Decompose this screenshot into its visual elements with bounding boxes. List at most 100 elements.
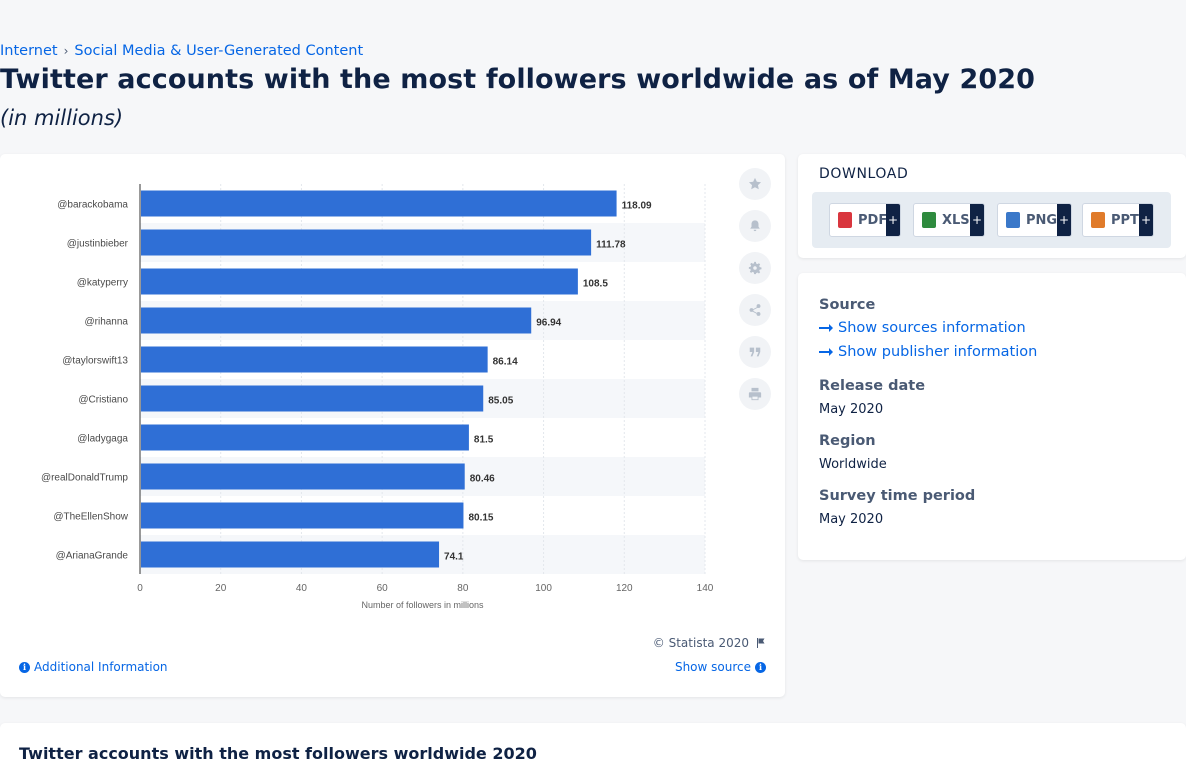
breadcrumb: Internet › Social Media & User-Generated… <box>0 43 363 59</box>
share-button[interactable] <box>739 294 771 326</box>
data-label: 81.5 <box>474 435 494 446</box>
plus-icon: + <box>886 204 900 236</box>
bar <box>141 541 440 568</box>
x-tick-label: 20 <box>215 583 227 594</box>
star-icon <box>748 177 762 190</box>
region-heading: Region <box>819 433 876 449</box>
download-panel: PDF + XLS + PNG + PPT + <box>812 192 1171 248</box>
additional-information-link[interactable]: i Additional Information <box>19 660 168 674</box>
plus-icon: + <box>1057 204 1071 236</box>
bar <box>141 229 592 256</box>
show-source-link[interactable]: Show source i <box>675 660 766 674</box>
xls-file-icon <box>922 212 936 228</box>
category-label: @ArianaGrande <box>56 551 129 562</box>
data-label: 118.09 <box>622 201 652 212</box>
cite-button[interactable] <box>739 336 771 368</box>
download-xls-label: XLS <box>942 212 970 228</box>
x-tick-label: 140 <box>697 583 714 594</box>
download-ppt-button[interactable]: PPT + <box>1082 203 1154 237</box>
release-date-value: May 2020 <box>819 402 884 417</box>
quote-icon <box>749 347 761 357</box>
bar-chart: 0 20 40 60 80 100 120 140 @barackobama 118.09 @jus… <box>41 184 714 610</box>
bar <box>141 307 532 334</box>
settings-button[interactable] <box>739 252 771 284</box>
bar <box>141 502 464 529</box>
page-title: Twitter accounts with the most followers… <box>0 64 1036 95</box>
print-icon <box>748 387 762 401</box>
breadcrumb-internet[interactable]: Internet <box>0 43 58 59</box>
png-file-icon <box>1006 212 1020 228</box>
x-tick-label: 80 <box>457 583 469 594</box>
download-card: DOWNLOAD PDF + XLS + PNG + PPT + <box>798 154 1186 258</box>
category-label: @taylorswift13 <box>62 356 128 367</box>
data-label: 111.78 <box>596 240 626 251</box>
bell-icon <box>750 220 760 232</box>
download-png-button[interactable]: PNG + <box>997 203 1072 237</box>
arrow-right-icon <box>819 348 833 356</box>
data-label: 74.1 <box>444 552 464 563</box>
statistic-details-card: Source Show sources information Show pub… <box>798 273 1186 560</box>
page-subtitle: (in millions) <box>0 106 124 130</box>
bar <box>141 385 484 412</box>
bar <box>141 463 465 490</box>
breadcrumb-social-media[interactable]: Social Media & User-Generated Content <box>74 43 364 59</box>
download-ppt-label: PPT <box>1111 212 1139 228</box>
chart-tools <box>739 168 771 410</box>
show-sources-label: Show sources information <box>838 320 1026 336</box>
category-label: @rihanna <box>84 317 128 328</box>
data-label: 96.94 <box>536 318 561 329</box>
category-label: @justinbieber <box>67 239 129 250</box>
download-pdf-button[interactable]: PDF + <box>829 203 901 237</box>
data-label: 80.15 <box>468 513 493 524</box>
download-xls-button[interactable]: XLS + <box>913 203 985 237</box>
show-sources-link[interactable]: Show sources information <box>819 320 1026 336</box>
info-icon: i <box>19 661 30 673</box>
x-tick-label: 0 <box>137 583 143 594</box>
arrow-right-icon <box>819 324 833 332</box>
category-label: @TheEllenShow <box>53 512 128 523</box>
source-heading: Source <box>819 297 876 313</box>
bar <box>141 346 488 373</box>
pdf-file-icon <box>838 212 852 228</box>
related-statistic-card: Twitter accounts with the most followers… <box>0 723 1186 760</box>
chart-card: 0 20 40 60 80 100 120 140 @barackobama 118.09 @jus… <box>0 154 785 697</box>
print-button[interactable] <box>739 378 771 410</box>
x-tick-label: 40 <box>296 583 308 594</box>
ppt-file-icon <box>1091 212 1105 228</box>
category-label: @katyperry <box>77 278 128 289</box>
category-label: @Cristiano <box>78 395 128 406</box>
data-label: 108.5 <box>583 279 608 290</box>
category-label: @realDonaldTrump <box>41 473 128 484</box>
x-tick-label: 100 <box>535 583 552 594</box>
flag-icon[interactable] <box>755 637 767 649</box>
download-pdf-label: PDF <box>858 212 888 228</box>
additional-information-label: Additional Information <box>34 660 168 674</box>
related-statistic-title[interactable]: Twitter accounts with the most followers… <box>19 744 537 760</box>
show-publisher-label: Show publisher information <box>838 344 1038 360</box>
plus-icon: + <box>970 204 984 236</box>
x-tick-label: 60 <box>377 583 389 594</box>
show-source-label: Show source <box>674 660 751 674</box>
statista-copyright: © Statista 2020 <box>653 636 767 650</box>
show-publisher-link[interactable]: Show publisher information <box>819 344 1037 360</box>
download-title: DOWNLOAD <box>819 166 909 182</box>
gear-icon <box>748 261 762 275</box>
x-tick-label: 120 <box>616 583 633 594</box>
plus-icon: + <box>1139 204 1153 236</box>
region-value: Worldwide <box>819 457 887 472</box>
data-label: 85.05 <box>488 396 513 407</box>
copyright-text: © Statista 2020 <box>652 636 749 650</box>
bar <box>141 268 578 295</box>
bar <box>141 424 469 451</box>
favorite-button[interactable] <box>739 168 771 200</box>
notification-button[interactable] <box>739 210 771 242</box>
category-label: @ladygaga <box>77 434 128 445</box>
bar <box>141 190 617 217</box>
share-icon <box>749 304 761 316</box>
category-label: @barackobama <box>57 200 128 211</box>
release-date-heading: Release date <box>819 378 926 394</box>
survey-period-heading: Survey time period <box>819 488 976 504</box>
data-label: 86.14 <box>493 357 518 368</box>
survey-period-value: May 2020 <box>819 512 884 527</box>
breadcrumb-separator: › <box>63 44 69 58</box>
